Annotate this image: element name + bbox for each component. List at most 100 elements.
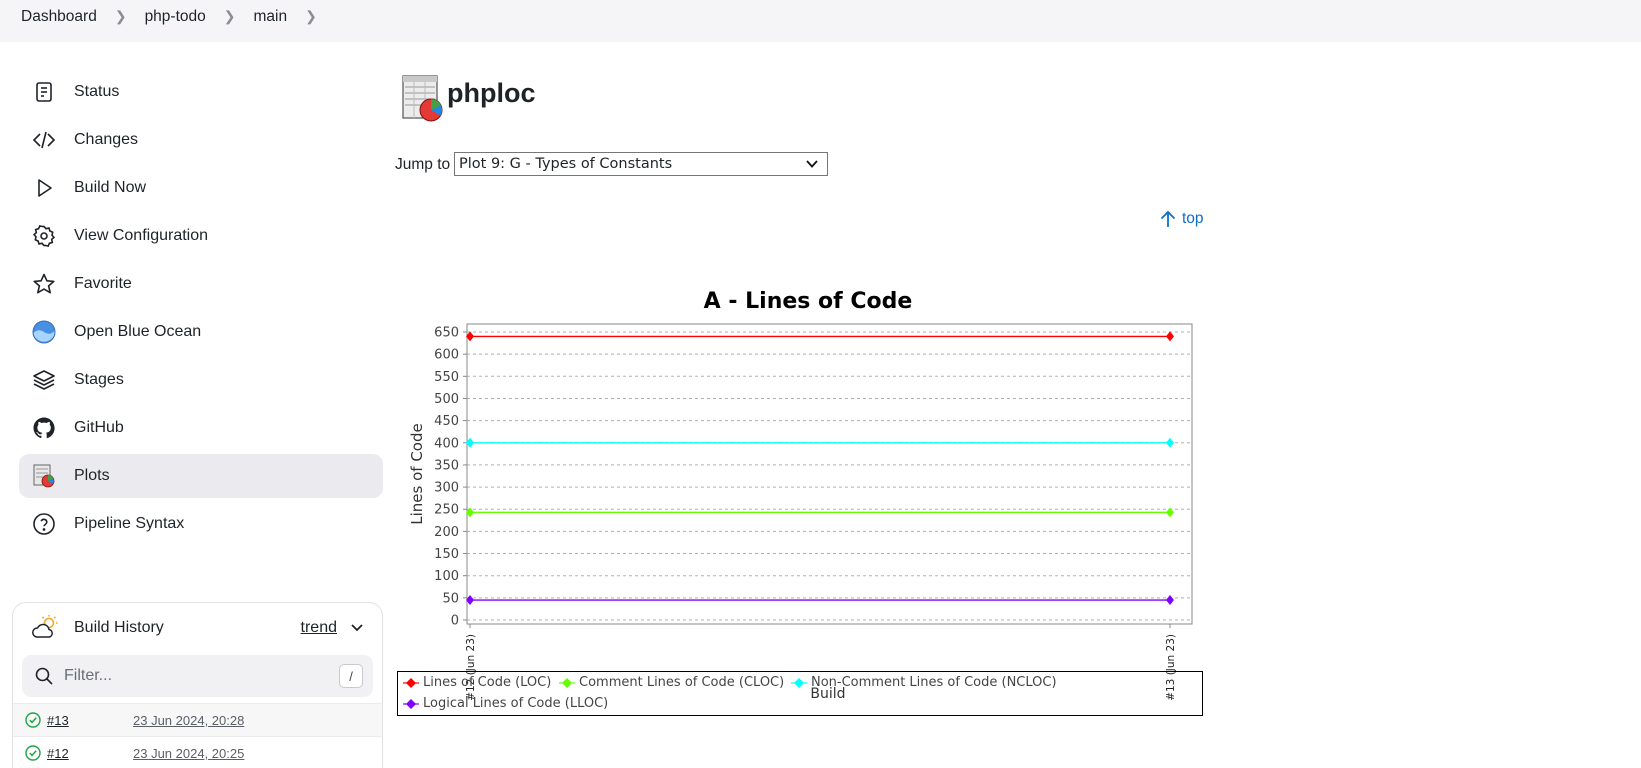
y-tick-label: 500 — [434, 392, 459, 407]
legend-marker — [559, 677, 575, 688]
jump-to-selected-value: Plot 9: G - Types of Constants — [459, 156, 673, 172]
legend-label: Logical Lines of Code (LLOC) — [423, 696, 609, 711]
legend-label: Comment Lines of Code (CLOC) — [579, 675, 785, 690]
chart-title: A - Lines of Code — [704, 289, 913, 314]
legend-marker — [403, 677, 419, 688]
sidebar-item-label: Favorite — [74, 275, 132, 292]
github-icon — [31, 415, 57, 441]
y-tick-label: 150 — [434, 547, 459, 562]
build-date-link[interactable]: 23 Jun 2024, 20:25 — [133, 745, 245, 761]
y-tick-label: 550 — [434, 370, 459, 385]
sidebar-item-label: GitHub — [74, 419, 124, 436]
y-tick-label: 300 — [434, 481, 459, 496]
y-tick-label: 450 — [434, 414, 459, 429]
sidebar-item-favorite[interactable]: Favorite — [19, 262, 383, 306]
keyboard-shortcut-hint: / — [339, 664, 363, 688]
y-tick-label: 400 — [434, 436, 459, 451]
play-icon — [31, 175, 57, 201]
breadcrumb-main[interactable]: main — [253, 7, 288, 25]
data-point — [1166, 595, 1174, 606]
build-number-link[interactable]: #13 — [47, 712, 69, 728]
layers-icon — [31, 367, 57, 393]
chevron-down-icon — [806, 160, 818, 168]
breadcrumb-dashboard[interactable]: Dashboard — [21, 7, 97, 25]
build-row[interactable]: #12 23 Jun 2024, 20:25 — [13, 736, 382, 768]
legend-item-ncloc: Non-Comment Lines of Code (NCLOC) — [791, 675, 1057, 690]
data-point — [466, 331, 474, 342]
legend-label: Lines of Code (LOC) — [423, 675, 552, 690]
x-tick-label: #13 (Jun 23) — [1165, 634, 1177, 701]
chevron-right-icon[interactable]: ❯ — [305, 8, 317, 24]
sidebar-item-build-now[interactable]: Build Now — [19, 166, 383, 210]
x-tick-label: #12 (Jun 23) — [465, 634, 477, 701]
sidebar-item-stages[interactable]: Stages — [19, 358, 383, 402]
y-tick-label: 100 — [434, 569, 459, 584]
x-axis-label: Build — [810, 686, 845, 702]
data-point — [466, 507, 474, 518]
build-date-link[interactable]: 23 Jun 2024, 20:28 — [133, 712, 245, 728]
breadcrumb-php-todo[interactable]: php-todo — [144, 7, 206, 25]
success-check-icon — [25, 712, 41, 728]
sidebar-item-pipeline-syntax[interactable]: Pipeline Syntax — [19, 502, 383, 546]
jump-to-select[interactable]: Plot 9: G - Types of Constants — [454, 152, 828, 176]
legend-item-lloc: Logical Lines of Code (LLOC) — [403, 696, 608, 711]
success-check-icon — [25, 745, 41, 761]
y-axis-label: Lines of Code — [408, 423, 426, 524]
build-number-link[interactable]: #12 — [47, 745, 69, 761]
page-title: phploc — [447, 78, 536, 108]
top-link[interactable]: top — [1158, 209, 1204, 229]
chevron-down-icon[interactable] — [348, 619, 366, 637]
sidebar: Status Changes Build Now View Configurat… — [0, 42, 390, 768]
data-point — [1166, 331, 1174, 342]
jump-to-label: Jump to — [395, 156, 451, 173]
legend-label: Non-Comment Lines of Code (NCLOC) — [811, 675, 1057, 690]
build-filter-input[interactable] — [64, 667, 314, 685]
chevron-right-icon: ❯ — [223, 8, 236, 24]
y-tick-label: 350 — [434, 458, 459, 473]
document-icon — [31, 79, 57, 105]
arrow-up-icon — [1160, 210, 1176, 227]
chart-legend: Lines of Code (LOC) Comment Lines of Cod… — [397, 671, 1203, 716]
star-icon — [31, 271, 57, 297]
legend-marker — [791, 677, 807, 688]
sidebar-item-github[interactable]: GitHub — [19, 406, 383, 450]
sidebar-item-status[interactable]: Status — [19, 70, 383, 114]
breadcrumb: Dashboard ❯ php-todo ❯ main ❯ — [0, 0, 1641, 42]
plots-icon — [31, 463, 57, 489]
blue-ocean-icon — [31, 319, 57, 345]
weather-cloudy-icon — [32, 615, 58, 638]
data-point — [466, 595, 474, 606]
help-circle-icon — [31, 511, 57, 537]
sidebar-item-label: View Configuration — [74, 227, 209, 244]
y-tick-label: 600 — [434, 348, 459, 363]
plot-area — [466, 323, 1193, 625]
build-history-header: Build History trend — [13, 603, 382, 653]
top-link-label: top — [1182, 210, 1204, 227]
chevron-right-icon: ❯ — [114, 8, 127, 24]
legend-item-loc: Lines of Code (LOC) — [403, 675, 551, 690]
y-tick-label: 250 — [434, 503, 459, 518]
sidebar-item-label: Open Blue Ocean — [74, 323, 202, 340]
lines-of-code-chart: A - Lines of Code 0 50 100 150 200 250 300 350 4… — [408, 289, 1193, 702]
sidebar-item-label: Plots — [74, 467, 110, 484]
sidebar-item-label: Changes — [74, 131, 139, 148]
code-icon — [31, 127, 57, 153]
sidebar-item-open-blue-ocean[interactable]: Open Blue Ocean — [19, 310, 383, 354]
gear-icon — [31, 223, 57, 249]
sidebar-item-view-configuration[interactable]: View Configuration — [19, 214, 383, 258]
build-history-title: Build History — [74, 619, 164, 636]
sidebar-item-changes[interactable]: Changes — [19, 118, 383, 162]
y-tick-label: 0 — [451, 614, 459, 629]
y-tick-label: 200 — [434, 525, 459, 540]
y-tick-label: 50 — [442, 591, 459, 606]
y-tick-label: 650 — [434, 326, 459, 341]
main-content: phploc Jump to Plot 9: G - Types of Cons… — [395, 42, 1641, 768]
data-point — [1166, 437, 1174, 448]
build-row[interactable]: #13 23 Jun 2024, 20:28 — [13, 703, 382, 736]
trend-link[interactable]: trend — [300, 619, 337, 636]
build-history-panel: Build History trend / #13 23 Jun 2024, 2… — [12, 602, 383, 768]
build-filter: / — [22, 655, 373, 697]
sidebar-item-label: Pipeline Syntax — [74, 515, 185, 532]
sidebar-item-plots[interactable]: Plots — [19, 454, 383, 498]
legend-marker — [403, 698, 419, 709]
